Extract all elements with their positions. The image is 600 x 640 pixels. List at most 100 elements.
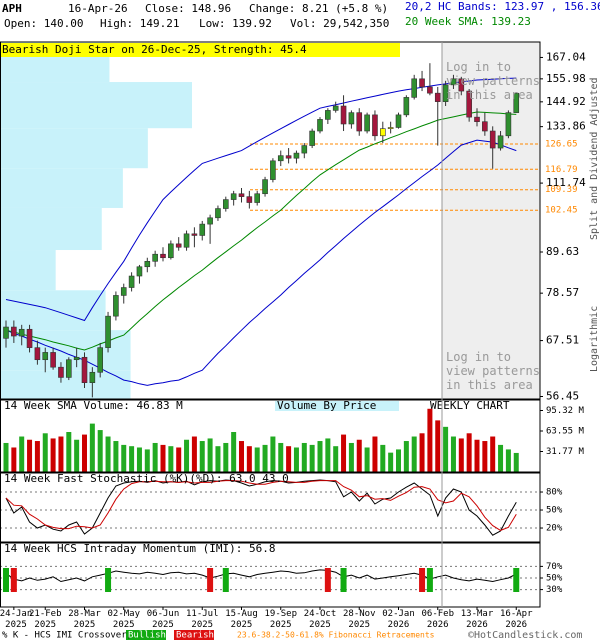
volume-bar (136, 447, 142, 472)
volume-by-price-bar (0, 168, 123, 208)
candle-body (270, 160, 276, 180)
candle-body (50, 352, 56, 368)
candle-body (128, 275, 135, 288)
y-tick-label: 20% (546, 524, 563, 534)
x-tick-label: 28-Nov 2025 (342, 609, 376, 630)
candle-body (26, 328, 33, 348)
candle-body (230, 193, 237, 200)
fib-label: 126.65 (545, 139, 578, 149)
candle-body (191, 233, 198, 236)
volume-bar (184, 439, 190, 472)
volume-bar (458, 438, 464, 472)
candle-body (372, 114, 378, 137)
volume-bar (231, 432, 237, 472)
volume-bar (129, 446, 135, 472)
candle-body (317, 119, 323, 132)
volume-bar (372, 436, 378, 472)
candle-body (403, 97, 410, 116)
volume-bar (325, 438, 331, 472)
fib-label: 102.45 (545, 206, 578, 216)
panel-title: 14 Week HCS Intraday Momentum (IMI): 56.… (4, 542, 276, 555)
candle-body (152, 253, 158, 262)
candle-body (442, 84, 449, 102)
volume-bar (270, 436, 276, 472)
chart-label: WEEKLY CHART (430, 399, 510, 412)
candle-body (277, 155, 284, 162)
watermark: Log in to view patterns in this area (446, 60, 540, 102)
candle-body (466, 90, 472, 118)
candle-body (332, 105, 339, 111)
series-line (5, 77, 517, 322)
volume-bar (168, 446, 174, 472)
candle-body (513, 92, 520, 113)
candle-body (120, 287, 127, 296)
change: Change: 8.21 (+5.8 %) (249, 2, 388, 15)
x-tick-label: 13-Mar 2026 (460, 609, 494, 630)
quote-date: 16-Apr-26 (68, 2, 128, 15)
volume-bar (348, 442, 354, 472)
imi-crossover (419, 568, 426, 592)
series-line (5, 139, 517, 386)
volume-bar (42, 433, 48, 472)
x-tick-label: 06-Feb 2026 (421, 609, 454, 630)
volume-bar (356, 439, 362, 472)
pattern-banner-bg (0, 43, 400, 57)
footer-bullish: Bullish (128, 631, 166, 640)
candle-body (42, 352, 49, 361)
volume-bar (105, 436, 111, 472)
volume-bar (144, 449, 150, 472)
fib-label: 109.39 (545, 185, 578, 195)
volume-bar (160, 444, 166, 472)
candle-body (387, 127, 394, 129)
candle-body (207, 217, 213, 225)
volume-bar (364, 447, 370, 472)
candle-body (325, 110, 331, 120)
volume-by-price-label: Volume By Price (277, 399, 376, 412)
volume-bar (215, 446, 221, 472)
volume-bar (11, 447, 17, 472)
volume-by-price-bar (0, 250, 56, 291)
bearish-swatch (174, 630, 214, 640)
candle-body (434, 92, 441, 102)
volume-bar (3, 442, 9, 472)
volume-bar (380, 444, 386, 472)
panel-frame (0, 41, 541, 400)
volume-bar (223, 442, 229, 472)
candle-body (215, 208, 221, 219)
imi-crossover (426, 568, 433, 592)
volume-bar (309, 444, 315, 472)
y-tick-label: 70% (546, 562, 563, 572)
volume-bar (474, 439, 480, 472)
y-tick-label: 78.57 (546, 286, 579, 299)
volume-bar (19, 436, 25, 472)
candle-body (262, 179, 268, 195)
high: High: 149.21 (100, 17, 179, 30)
volume-by-price-bar (0, 207, 102, 251)
volume-bar (505, 449, 511, 472)
x-tick-label: 15-Aug 2025 (225, 609, 258, 630)
volume-bar (278, 442, 284, 472)
volume-bar (411, 436, 417, 472)
volume-by-price-label-bg (275, 401, 399, 411)
series-line (5, 569, 517, 583)
volume-bar (152, 442, 158, 472)
imi-crossover (222, 568, 229, 592)
candle-body (427, 86, 433, 94)
y-tick-label: 31.77 M (546, 447, 585, 457)
x-tick-label: 02-May 2025 (107, 609, 140, 630)
low: Low: 139.92 (199, 17, 272, 30)
imi-crossover (105, 568, 112, 592)
candle-body (238, 193, 245, 197)
volume-bar (74, 439, 80, 472)
y-tick-label: 56.45 (546, 389, 579, 402)
candle-body (81, 356, 88, 383)
candle-body (379, 128, 386, 137)
x-tick-label: 02-Jan 2026 (382, 609, 415, 630)
candle-body (89, 371, 96, 383)
candle-body (364, 114, 370, 132)
candle-body (411, 78, 418, 98)
candle-body (293, 152, 300, 159)
y-tick-label: 80% (546, 488, 563, 498)
side-label: Logarithmic (589, 306, 600, 372)
